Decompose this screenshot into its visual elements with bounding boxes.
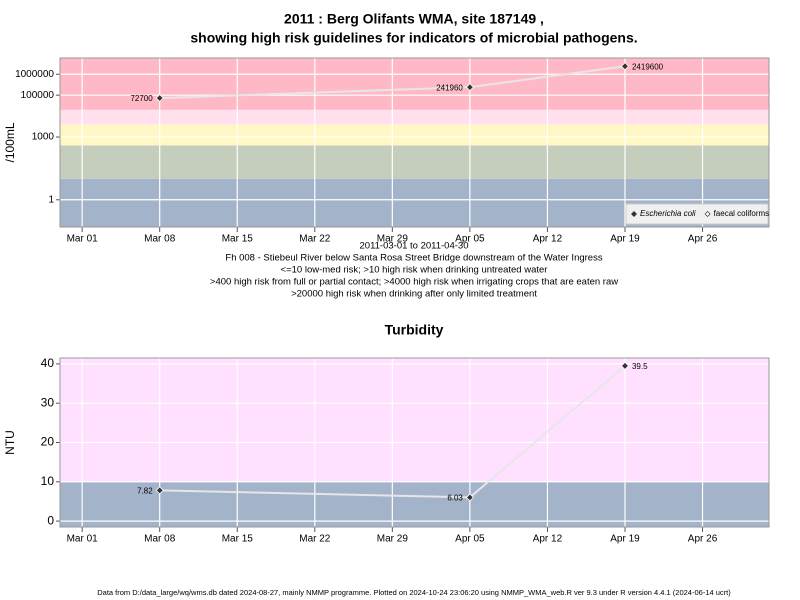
y-tick-label: 20 [41,435,55,449]
x-tick-label: Apr 05 [455,234,485,245]
x-tick-label: Mar 08 [144,234,176,245]
x-tick-label: Mar 08 [144,534,176,545]
x-tick-label: Apr 12 [533,234,563,245]
y-tick-label: 1000000 [15,69,54,80]
data-label: 241960 [436,83,463,92]
x-tick-label: Mar 29 [377,534,409,545]
x-axis-label: >20000 high risk when drinking after onl… [291,289,537,300]
legend-label: faecal coliforms [714,209,770,218]
x-tick-label: Mar 29 [377,234,409,245]
risk-band [60,109,769,125]
y-tick-label: 40 [41,356,55,370]
risk-band [60,358,769,482]
y-tick-label: 30 [41,395,55,409]
x-tick-label: Apr 05 [455,534,485,545]
x-tick-label: Mar 15 [222,234,254,245]
legend-label: Escherichia coli [640,209,696,218]
x-tick-label: Mar 15 [222,534,254,545]
legend-swatch [704,211,711,217]
y-axis-label: /100mL [3,122,17,162]
footer: Data from D:/data_large/wq/wms.db dated … [97,588,731,597]
x-axis-label: >400 high risk from full or partial cont… [210,277,618,288]
data-point [155,94,164,103]
x-tick-label: Apr 26 [688,234,718,245]
chart-title: showing high risk guidelines for indicat… [190,30,637,46]
data-point [620,62,630,71]
plot-frame [59,357,770,528]
risk-band [60,124,769,146]
data-point [465,493,474,502]
y-tick-label: 100000 [21,90,55,101]
y-tick-label: 10 [41,474,55,488]
x-axis-label: 2011-03-01 to 2011-04-30 [360,241,469,252]
risk-band [60,145,769,179]
y-tick-label: 1 [48,194,54,205]
x-tick-label: Mar 01 [67,534,99,545]
legend-box [625,203,769,225]
data-point [155,486,164,495]
data-label: 6.03 [447,494,463,503]
x-tick-label: Mar 22 [299,534,331,545]
data-label: 72700 [130,94,153,103]
y-tick-label: 1000 [32,132,55,143]
x-tick-label: Apr 19 [610,534,640,545]
x-tick-label: Mar 01 [67,234,99,245]
data-label: 2419600 [632,62,664,71]
x-axis-label: Fh 008 - Stiebeul River below Santa Rosa… [225,253,602,264]
data-point [620,361,630,370]
legend-swatch [631,211,637,217]
data-label: 7.82 [137,486,153,495]
data-label: 39.5 [632,362,648,371]
y-axis-label: NTU [3,430,17,455]
x-tick-label: Apr 19 [610,234,640,245]
chart-title: 2011 : Berg Olifants WMA, site 187149 , [284,11,544,27]
chart-title: Turbidity [385,322,444,338]
x-tick-label: Apr 26 [688,534,718,545]
plot-frame [59,57,770,228]
x-tick-label: Apr 12 [533,534,563,545]
data-point [465,83,474,92]
y-tick-label: 0 [47,513,54,527]
risk-band [60,58,769,110]
risk-band [60,481,769,527]
x-tick-label: Mar 22 [299,234,331,245]
x-axis-label: <=10 low-med risk; >10 high risk when dr… [281,265,548,276]
